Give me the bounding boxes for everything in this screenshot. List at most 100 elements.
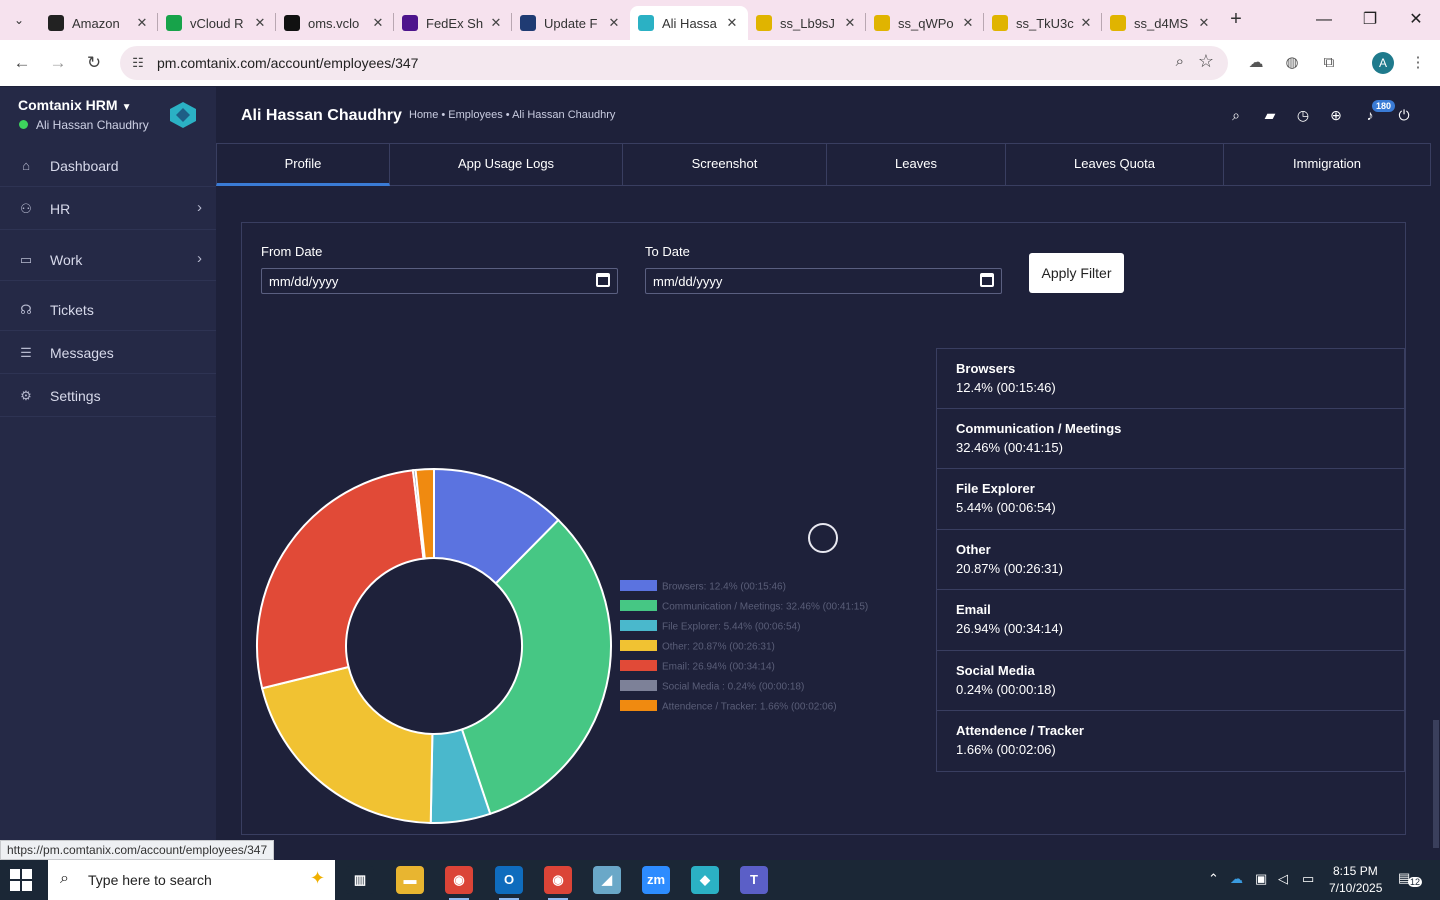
legend-swatch[interactable] <box>620 600 657 611</box>
donut-slice-other[interactable] <box>260 665 434 824</box>
browser-tab[interactable]: ss_d4MS ✕ <box>1102 6 1220 40</box>
to-date-input[interactable]: mm/dd/yyyy <box>645 268 1002 294</box>
address-bar[interactable]: ☷ pm.comtanix.com/account/employees/347 … <box>120 46 1228 80</box>
sidebar-item-settings[interactable]: ⚙ Settings <box>0 374 216 417</box>
minimize-icon[interactable]: — <box>1316 11 1332 28</box>
calendar-icon[interactable] <box>980 273 994 287</box>
legend-swatch[interactable] <box>620 580 657 591</box>
sidebar-item-hr[interactable]: ⚇ HR › <box>0 187 216 230</box>
tab-leaves-quota[interactable]: Leaves Quota <box>1006 143 1224 186</box>
taskbar-search-box[interactable]: ⌕ Type here to search ✦ <box>48 860 335 900</box>
profile-avatar[interactable]: A <box>1372 52 1394 74</box>
legend-swatch[interactable] <box>620 700 657 711</box>
legend-label[interactable]: Communication / Meetings: 32.46% (00:41:… <box>662 602 868 613</box>
teams-icon[interactable]: T <box>740 866 768 894</box>
comtanix-app-icon[interactable]: ◆ <box>691 866 719 894</box>
legend-swatch[interactable] <box>620 660 657 671</box>
donut-slice-attendence-tracker[interactable] <box>414 467 435 560</box>
tray-chevron-up-icon[interactable]: ⌃ <box>1208 871 1219 886</box>
bookmark-star-icon[interactable]: ☆ <box>1197 51 1214 71</box>
close-tab-icon[interactable]: ✕ <box>726 15 738 30</box>
browser-tab[interactable]: Update F ✕ <box>512 6 630 40</box>
close-tab-icon[interactable]: ✕ <box>844 15 856 30</box>
tab-immigration[interactable]: Immigration <box>1224 143 1431 186</box>
close-tab-icon[interactable]: ✕ <box>1198 15 1210 30</box>
forward-icon[interactable]: → <box>49 53 67 72</box>
tab-search-icon[interactable]: ⌄ <box>13 13 25 27</box>
chrome-profile-icon[interactable]: ◉ <box>544 866 572 900</box>
search-icon[interactable]: ⌕ <box>1232 107 1240 123</box>
scrollbar-thumb[interactable] <box>1433 720 1439 848</box>
page-scrollbar[interactable] <box>1431 143 1440 860</box>
close-tab-icon[interactable]: ✕ <box>136 15 148 30</box>
apply-filter-button[interactable]: Apply Filter <box>1029 253 1124 293</box>
new-tab-button[interactable]: + <box>1230 8 1242 30</box>
sticky-note-icon[interactable]: ▰ <box>1264 107 1276 123</box>
extensions-icon[interactable]: ⧉ <box>1323 54 1335 71</box>
translate-icon[interactable]: ◍ <box>1285 54 1299 71</box>
sidebar-item-messages[interactable]: ☰ Messages <box>0 331 216 374</box>
tab-screenshot[interactable]: Screenshot <box>623 143 827 186</box>
browser-tab[interactable]: oms.vclo ✕ <box>276 6 394 40</box>
comtanix-logo-icon[interactable] <box>168 101 198 129</box>
outlook-icon[interactable]: O <box>495 866 523 900</box>
back-icon[interactable]: ← <box>13 53 31 72</box>
legend-swatch[interactable] <box>620 640 657 651</box>
bell-icon[interactable]: ♪ <box>1366 107 1374 123</box>
browser-tab[interactable]: Ali Hassa ✕ <box>630 6 748 40</box>
clock-icon[interactable]: ◷ <box>1296 107 1310 123</box>
notification-center-icon[interactable]: ▤ <box>1398 870 1411 885</box>
browser-tab[interactable]: ss_TkU3c ✕ <box>984 6 1102 40</box>
restore-icon[interactable]: ❐ <box>1362 11 1378 28</box>
brand-switcher[interactable]: Comtanix HRM ▼ <box>18 97 131 113</box>
close-window-icon[interactable]: ✕ <box>1409 11 1423 28</box>
tab-profile[interactable]: Profile <box>216 143 390 186</box>
performance-icon[interactable]: ☁ <box>1248 54 1264 71</box>
close-tab-icon[interactable]: ✕ <box>372 15 384 30</box>
calendar-icon[interactable] <box>596 273 610 287</box>
task-view-icon[interactable]: ▥ <box>346 866 374 894</box>
browser-tab[interactable]: ss_qWPo ✕ <box>866 6 984 40</box>
browser-tab[interactable]: FedEx Sh ✕ <box>394 6 512 40</box>
file-explorer-icon[interactable]: ▬ <box>396 866 424 894</box>
legend-swatch[interactable] <box>620 680 657 691</box>
clock-time[interactable]: 8:15 PM <box>1333 864 1378 878</box>
site-info-icon[interactable]: ☷ <box>132 55 144 70</box>
browser-tab[interactable]: vCloud R ✕ <box>158 6 276 40</box>
tray-app-icon[interactable]: ▣ <box>1255 871 1268 886</box>
sidebar-item-tickets[interactable]: ☊ Tickets <box>0 288 216 331</box>
sidebar-item-work[interactable]: ▭ Work › <box>0 238 216 281</box>
browser-tab[interactable]: Amazon ✕ <box>40 6 158 40</box>
close-tab-icon[interactable]: ✕ <box>1080 15 1092 30</box>
onedrive-icon[interactable]: ☁ <box>1230 871 1243 886</box>
donut-slice-email[interactable] <box>256 469 425 690</box>
close-tab-icon[interactable]: ✕ <box>962 15 974 30</box>
legend-label[interactable]: Social Media : 0.24% (00:00:18) <box>662 682 804 693</box>
sidebar-item-dashboard[interactable]: ⌂ Dashboard <box>0 144 216 187</box>
volume-icon[interactable]: ◁ <box>1278 871 1288 886</box>
clock-date[interactable]: 7/10/2025 <box>1329 881 1383 895</box>
notes-app-icon[interactable]: ◢ <box>593 866 621 894</box>
legend-label[interactable]: Other: 20.87% (00:26:31) <box>662 642 775 653</box>
legend-label[interactable]: File Explorer: 5.44% (00:06:54) <box>662 622 800 633</box>
close-tab-icon[interactable]: ✕ <box>254 15 266 30</box>
legend-label[interactable]: Email: 26.94% (00:34:14) <box>662 662 775 673</box>
from-date-input[interactable]: mm/dd/yyyy <box>261 268 618 294</box>
windows-start-icon[interactable] <box>10 869 32 891</box>
breadcrumb[interactable]: Home • Employees • Ali Hassan Chaudhry <box>409 109 616 121</box>
network-icon[interactable]: ▭ <box>1302 871 1315 886</box>
legend-swatch[interactable] <box>620 620 657 631</box>
legend-label[interactable]: Attendence / Tracker: 1.66% (00:02:06) <box>662 702 837 713</box>
chrome-icon[interactable]: ◉ <box>445 866 473 900</box>
browser-tab[interactable]: ss_Lb9sJ ✕ <box>748 6 866 40</box>
tab-app-usage-logs[interactable]: App Usage Logs <box>390 143 623 186</box>
zoom-icon[interactable]: zm <box>642 866 670 894</box>
zoom-icon[interactable]: ⌕ <box>1175 53 1184 70</box>
menu-kebab-icon[interactable]: ⋮ <box>1410 54 1426 71</box>
reload-icon[interactable]: ↻ <box>86 53 102 72</box>
close-tab-icon[interactable]: ✕ <box>608 15 620 30</box>
donut-slice-communication-meetings[interactable] <box>460 518 612 816</box>
close-tab-icon[interactable]: ✕ <box>490 15 502 30</box>
tab-leaves[interactable]: Leaves <box>827 143 1006 186</box>
power-icon[interactable]: ⏻ <box>1398 107 1410 123</box>
